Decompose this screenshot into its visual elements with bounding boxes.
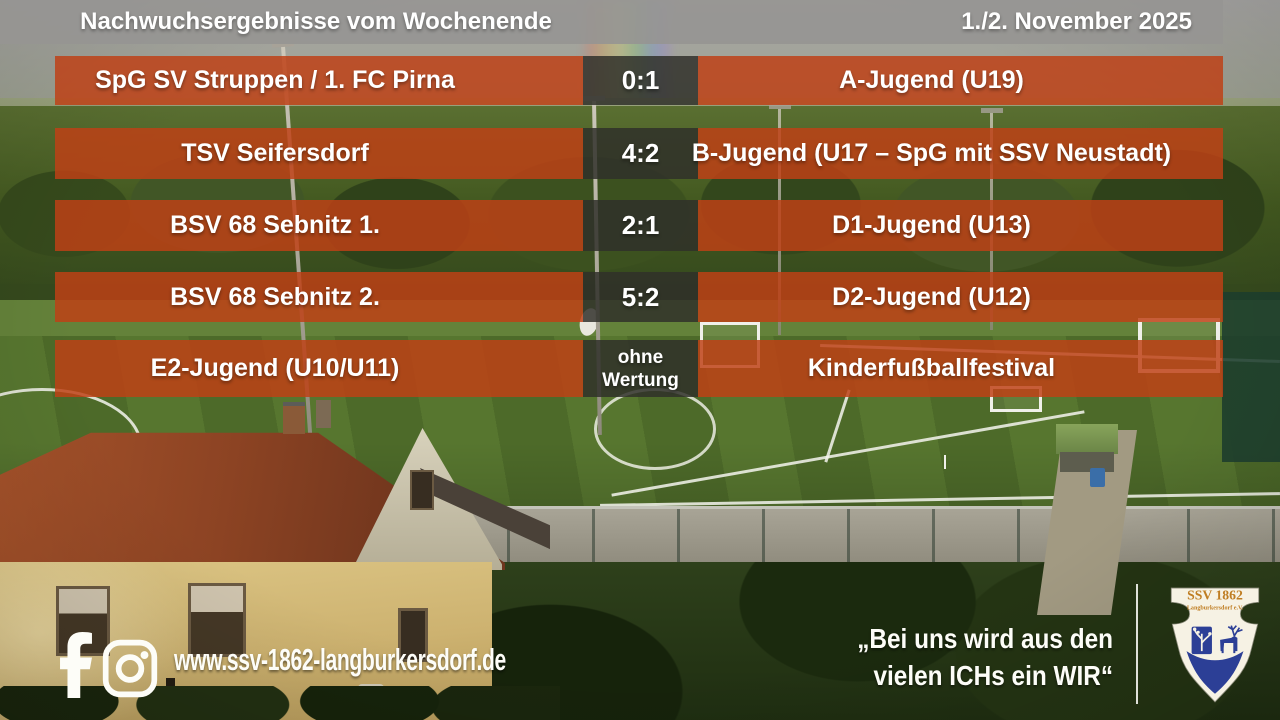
gable-window (410, 470, 434, 510)
result-row: BSV 68 Sebnitz 2. 5:2 D2-Jugend (U12) (55, 272, 1223, 322)
crest-emblem (1186, 625, 1244, 694)
team-label: TSV Seifersdorf (55, 128, 583, 179)
instagram-icon[interactable] (102, 638, 158, 703)
house-window (188, 583, 246, 657)
competition-label: D1-Jugend (U13) (698, 200, 1223, 251)
motto-line-2: vielen ICHs ein WIR“ (873, 660, 1113, 691)
motto-line-1: „Bei uns wird aus den (857, 623, 1113, 654)
result-row: E2-Jugend (U10/U11) ohne Wertung Kinderf… (55, 340, 1223, 397)
club-crest: SSV 1862 Langburkersdorf e.V. (1164, 586, 1266, 711)
team-label: BSV 68 Sebnitz 1. (55, 200, 583, 251)
score-box: 0:1 (583, 56, 698, 105)
score-box: 5:2 (583, 272, 698, 322)
footer-divider (1136, 584, 1138, 704)
hut (1056, 424, 1118, 454)
team-label: E2-Jugend (U10/U11) (55, 340, 583, 397)
result-row: TSV Seifersdorf 4:2 B-Jugend (U17 – SpG … (55, 128, 1223, 179)
header-date: 1./2. November 2025 (961, 8, 1192, 35)
bin (1090, 468, 1105, 487)
competition-label: Kinderfußballfestival (698, 340, 1223, 397)
hut-wall (1060, 452, 1114, 472)
team-label: BSV 68 Sebnitz 2. (55, 272, 583, 322)
score-box: 2:1 (583, 200, 698, 251)
website-url[interactable]: www.ssv-1862-langburkersdorf.de (174, 642, 506, 677)
bushes (0, 686, 560, 720)
score-box: 4:2 (583, 128, 698, 179)
crest-subtitle: Langburkersdorf e.V. (1187, 605, 1244, 611)
chimney (316, 400, 331, 428)
header-bar (0, 0, 1223, 44)
competition-label: D2-Jugend (U12) (698, 272, 1223, 322)
competition-label: A-Jugend (U19) (698, 56, 1223, 105)
crest-title: SSV 1862 (1187, 588, 1243, 603)
team-label: SpG SV Struppen / 1. FC Pirna (55, 56, 583, 105)
club-motto: „Bei uns wird aus den vielen ICHs ein WI… (857, 620, 1113, 694)
net-fence (1222, 292, 1280, 462)
result-row: SpG SV Struppen / 1. FC Pirna 0:1 A-Juge… (55, 56, 1223, 105)
competition-label: B-Jugend (U17 – SpG mit SSV Neustadt) (692, 128, 1223, 179)
page-title: Nachwuchsergebnisse vom Wochenende (80, 8, 552, 35)
score-box: ohne Wertung (583, 340, 698, 397)
corner-flag (944, 455, 946, 469)
chimney (283, 402, 305, 434)
facebook-icon[interactable] (60, 632, 92, 703)
house-window (56, 586, 110, 656)
result-row: BSV 68 Sebnitz 1. 2:1 D1-Jugend (U13) (55, 200, 1223, 251)
house-window (398, 608, 428, 662)
